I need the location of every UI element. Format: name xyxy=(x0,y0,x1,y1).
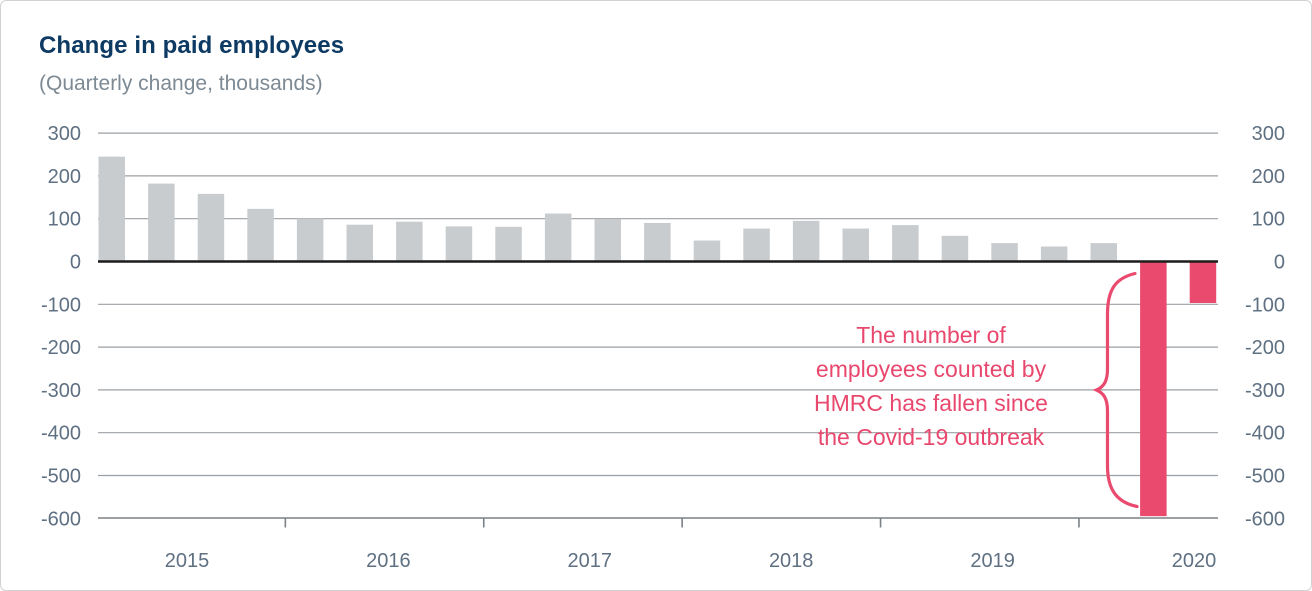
y-axis-label-left--600: -600 xyxy=(41,508,81,530)
bar-2017-q2 xyxy=(544,213,572,262)
gridline-group xyxy=(98,132,1218,477)
bar-2018-q3 xyxy=(792,220,820,262)
bar-2019-q4 xyxy=(1040,246,1068,262)
bar-2017-q4 xyxy=(644,222,671,262)
y-axis-label-right--600: -600 xyxy=(1245,508,1285,530)
bar-2015-q1 xyxy=(98,156,125,262)
annotation-line: The number of xyxy=(856,322,1006,348)
y-axis-label-right-0: 0 xyxy=(1274,252,1285,274)
annotation-callout: The number of employees counted by HMRC … xyxy=(776,318,1086,454)
y-axis-label-left--400: -400 xyxy=(41,423,81,445)
x-axis-year-label-2019: 2019 xyxy=(970,550,1015,572)
y-axis-label-left-200: 200 xyxy=(48,166,81,188)
bar-2015-q4 xyxy=(247,208,274,262)
chart-title: Change in paid employees xyxy=(39,32,345,59)
y-axis-label-right-200: 200 xyxy=(1252,166,1285,188)
y-axis-label-left-100: 100 xyxy=(48,209,81,231)
bar-2020-q1 xyxy=(1090,243,1117,262)
x-axis-year-label-2018: 2018 xyxy=(769,550,814,572)
bar-2019-q1 xyxy=(892,225,919,262)
axis-label-group: 300 300 200 200 100 100 0 0 -100 -100 -200 -200 -300… xyxy=(41,123,1285,572)
y-axis-label-right--300: -300 xyxy=(1245,380,1285,402)
y-axis-label-left--100: -100 xyxy=(41,294,81,316)
curly-brace-annotation xyxy=(1092,271,1139,509)
bar-2015-q2 xyxy=(148,183,175,262)
bar-2018-q4 xyxy=(842,228,869,262)
bar-2017-q3 xyxy=(594,219,621,262)
y-axis-label-left-300: 300 xyxy=(48,123,81,145)
bar-2018-q1 xyxy=(693,240,721,262)
axis-group xyxy=(98,260,1218,528)
bar-2015-q3 xyxy=(197,193,225,262)
y-axis-label-right--100: -100 xyxy=(1245,294,1285,316)
chart-subtitle: (Quarterly change, thousands) xyxy=(39,72,323,95)
y-axis-label-right-100: 100 xyxy=(1252,209,1285,231)
x-axis-year-label-2016: 2016 xyxy=(366,550,411,572)
bar-group xyxy=(98,156,1217,517)
x-axis-year-label-2015: 2015 xyxy=(165,550,210,572)
y-axis-label-right--500: -500 xyxy=(1245,466,1285,488)
bar-2020-q3 xyxy=(1189,261,1217,304)
annotation-line: employees counted by xyxy=(815,356,1047,382)
bar-2019-q2 xyxy=(941,235,969,262)
y-axis-label-right--200: -200 xyxy=(1245,337,1285,359)
y-axis-label-left-0: 0 xyxy=(70,252,81,274)
bar-2017-q1 xyxy=(495,226,522,262)
bar-2016-q1 xyxy=(296,218,324,262)
annotation-line: HMRC has fallen since xyxy=(814,390,1048,416)
bar-2016-q3 xyxy=(396,221,423,262)
y-axis-label-right-300: 300 xyxy=(1252,123,1285,145)
annotation-line: the Covid-19 outbreak xyxy=(817,424,1045,450)
x-axis-year-label-2020: 2020 xyxy=(1172,550,1217,572)
x-axis-year-label-2017: 2017 xyxy=(568,550,613,572)
y-axis-label-left--200: -200 xyxy=(41,337,81,359)
bar-2019-q3 xyxy=(991,243,1018,262)
bar-2020-q2 xyxy=(1140,261,1167,517)
y-axis-label-right--400: -400 xyxy=(1245,423,1285,445)
bar-2018-q2 xyxy=(743,228,770,262)
y-axis-label-left--500: -500 xyxy=(41,466,81,488)
bar-2016-q4 xyxy=(445,226,473,262)
y-axis-label-left--300: -300 xyxy=(41,380,81,402)
bar-2016-q2 xyxy=(346,224,373,262)
